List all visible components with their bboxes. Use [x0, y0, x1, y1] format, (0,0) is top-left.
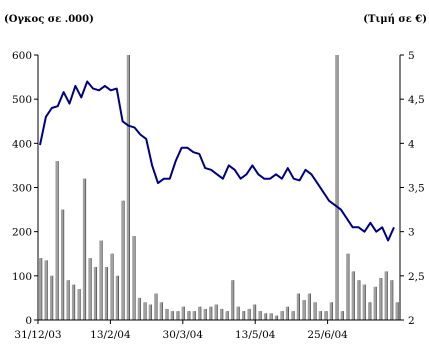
volume-bar	[44, 260, 48, 320]
volume-bar	[263, 313, 267, 320]
volume-bar	[55, 161, 59, 320]
volume-bar	[241, 311, 245, 320]
volume-bar	[187, 311, 190, 320]
volume-bar	[324, 311, 327, 320]
left-tick-label: 600	[12, 50, 32, 62]
volume-bar	[269, 313, 273, 320]
volume-bar	[121, 200, 125, 320]
x-tick-label: 13/5/04	[235, 329, 276, 341]
volume-bar	[252, 304, 256, 320]
volume-bar	[214, 304, 218, 320]
volume-bar	[274, 315, 278, 320]
volume-bar	[93, 267, 97, 320]
volume-bar	[247, 308, 251, 320]
price-line	[39, 80, 395, 242]
volume-bar	[285, 306, 289, 320]
x-tick-label: 13/2/04	[90, 329, 131, 341]
volume-bar	[302, 300, 306, 320]
left-tick-label: 100	[12, 271, 32, 283]
volume-bar	[181, 306, 185, 320]
volume-bar	[71, 284, 75, 320]
volume-bar	[192, 311, 196, 320]
volume-bar	[110, 253, 114, 320]
volume-bar	[165, 308, 168, 320]
volume-bar	[225, 311, 229, 320]
volume-bar	[143, 302, 146, 320]
volume-bar	[329, 302, 333, 320]
right-tick-label: 3,5	[408, 183, 425, 195]
price-line-layer	[39, 80, 395, 242]
volume-bar	[357, 280, 360, 320]
volume-bar	[296, 293, 300, 320]
volume-bar	[280, 311, 284, 320]
volume-bar	[132, 236, 136, 320]
left-axis-label: (Ογκος σε .000)	[4, 14, 94, 25]
volume-bar	[66, 280, 70, 320]
volume-bar	[159, 302, 163, 320]
volume-bar	[220, 308, 223, 320]
volume-bar	[236, 306, 240, 320]
volume-bar	[60, 209, 64, 320]
volume-bar	[390, 280, 393, 320]
volume-bar	[99, 240, 103, 320]
volume-bar	[154, 293, 157, 320]
volume-bar	[126, 55, 130, 320]
volume-bar	[148, 304, 152, 320]
volume-bar	[176, 311, 179, 320]
volume-bar	[198, 306, 201, 320]
volume-bars	[39, 55, 399, 320]
volume-bar	[373, 286, 377, 320]
volume-bar	[318, 311, 322, 320]
volume-bar	[137, 297, 141, 320]
volume-bar	[82, 178, 86, 320]
volume-bar	[379, 278, 382, 320]
left-tick-label: 400	[12, 138, 32, 150]
axes: 0 100 200 300 400 500 600 2 2,5 3 3,5 4 4,5 5 31/12/03…	[12, 50, 425, 341]
left-tick-label: 0	[25, 315, 32, 327]
volume-bar	[346, 253, 349, 320]
volume-bar	[230, 280, 234, 320]
volume-bar	[291, 311, 295, 320]
right-axis-label: (Τιμή σε €)	[363, 14, 427, 25]
volume-bar	[39, 258, 42, 320]
left-tick-label: 500	[12, 94, 32, 106]
volume-bar	[170, 311, 174, 320]
volume-bar	[104, 267, 108, 320]
volume-bar	[258, 311, 262, 320]
volume-bar	[307, 293, 311, 320]
volume-bar	[368, 302, 371, 320]
volume-bar	[351, 271, 355, 320]
x-tick-label: 31/12/03	[14, 329, 61, 341]
x-tick-label: 30/3/04	[163, 329, 204, 341]
volume-bar	[362, 284, 366, 320]
volume-bar	[313, 302, 317, 320]
volume-bar	[203, 308, 207, 320]
volume-bar	[340, 311, 344, 320]
right-tick-label: 5	[408, 50, 415, 62]
right-tick-label: 4,5	[408, 94, 425, 106]
right-tick-label: 2,5	[408, 271, 425, 283]
right-tick-label: 3	[408, 227, 415, 239]
left-tick-label: 300	[12, 183, 32, 195]
volume-bar	[77, 289, 81, 320]
volume-bar	[88, 258, 92, 320]
right-tick-label: 2	[408, 315, 415, 327]
volume-bar	[335, 55, 338, 320]
left-tick-label: 200	[12, 227, 32, 239]
volume-bar	[49, 275, 53, 320]
volume-bar	[395, 302, 399, 320]
x-tick-label: 25/6/04	[307, 329, 348, 341]
volume-bar	[209, 306, 212, 320]
volume-bar	[115, 275, 119, 320]
right-tick-label: 4	[408, 138, 415, 150]
volume-bar	[384, 271, 388, 320]
